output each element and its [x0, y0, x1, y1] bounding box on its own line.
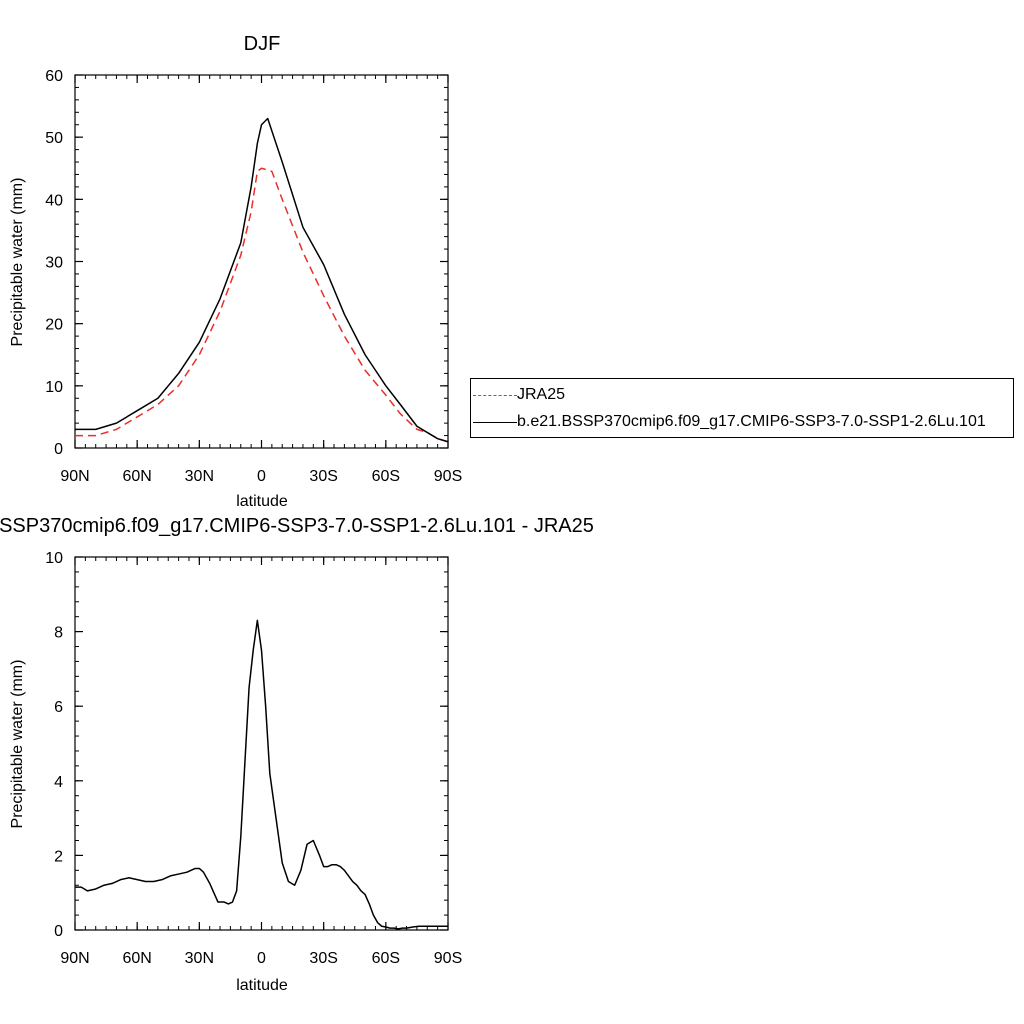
- bottom-panel: b.e21.BSSP370cmip6.f09_g17.CMIP6-SSP3-7.…: [0, 515, 594, 994]
- bottom-chart-title: b.e21.BSSP370cmip6.f09_g17.CMIP6-SSP3-7.…: [0, 515, 594, 537]
- legend: JRA25 b.e21.BSSP370cmip6.f09_g17.CMIP6-S…: [470, 378, 1014, 438]
- x-tick-label: 90S: [434, 468, 462, 485]
- top-series-layer: [75, 117, 449, 443]
- legend-label-jra25: JRA25: [517, 386, 566, 403]
- x-tick-label: 90S: [434, 950, 462, 967]
- y-tick-label: 40: [45, 192, 63, 209]
- bottom-ticks: 90N 60N 30N 0 30S 60S 90S 0 2 4 6 8 10: [45, 550, 462, 967]
- y-tick-label: 2: [54, 848, 63, 865]
- x-tick-label: 30N: [185, 468, 214, 485]
- x-tick-label: 60S: [372, 468, 400, 485]
- top-chart-xlabel: latitude: [236, 493, 288, 510]
- x-tick-label: 30S: [309, 468, 337, 485]
- series-line-jra25: [75, 167, 449, 443]
- x-tick-label: 30N: [185, 950, 214, 967]
- top-plot-frame: [74, 74, 449, 449]
- series-line-difference: [75, 619, 448, 930]
- x-tick-label: 0: [257, 950, 266, 967]
- y-tick-label: 8: [54, 625, 63, 642]
- bottom-chart-ylabel: Precipitable water (mm): [9, 660, 26, 829]
- legend-item-jra25: JRA25: [471, 385, 565, 405]
- x-tick-label: 60S: [372, 950, 400, 967]
- x-tick-label: 60N: [122, 950, 151, 967]
- legend-label-model: b.e21.BSSP370cmip6.f09_g17.CMIP6-SSP3-7.…: [517, 413, 986, 430]
- y-tick-label: 4: [54, 774, 63, 791]
- y-tick-label: 10: [45, 550, 63, 567]
- legend-item-model: b.e21.BSSP370cmip6.f09_g17.CMIP6-SSP3-7.…: [471, 412, 986, 432]
- y-tick-label: 50: [45, 130, 63, 147]
- y-tick-label: 30: [45, 255, 63, 272]
- y-tick-label: 20: [45, 317, 63, 334]
- legend-swatch-solid-black: [473, 421, 517, 423]
- y-tick-label: 10: [45, 379, 63, 396]
- top-chart-ylabel: Precipitable water (mm): [9, 178, 26, 347]
- x-tick-label: 30S: [309, 950, 337, 967]
- y-tick-label: 0: [54, 441, 63, 458]
- x-tick-label: 90N: [60, 950, 89, 967]
- x-tick-label: 60N: [122, 468, 151, 485]
- y-tick-label: 0: [54, 923, 63, 940]
- top-panel: DJF Precipitable water (mm) latitude 90N…: [9, 33, 462, 510]
- legend-swatch-dashed-red: [473, 394, 517, 396]
- series-line-model: [75, 117, 449, 443]
- x-tick-label: 90N: [60, 468, 89, 485]
- y-tick-label: 6: [54, 699, 63, 716]
- x-tick-label: 0: [257, 468, 266, 485]
- top-chart-title: DJF: [244, 33, 281, 55]
- top-ticks: 90N 60N 30N 0 30S 60S 90S 0 10 20 30 40 50 60: [45, 68, 462, 485]
- bottom-plot-frame: [74, 556, 449, 931]
- y-tick-label: 60: [45, 68, 63, 85]
- bottom-series-layer: [75, 619, 448, 930]
- bottom-chart-xlabel: latitude: [236, 977, 288, 994]
